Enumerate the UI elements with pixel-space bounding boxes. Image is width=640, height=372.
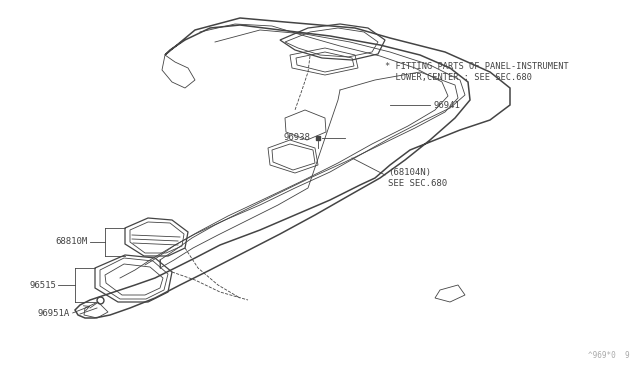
Text: 96515: 96515 <box>29 280 56 289</box>
Text: 68810M: 68810M <box>56 237 88 247</box>
Text: * FITTING PARTS OF PANEL-INSTRUMENT: * FITTING PARTS OF PANEL-INSTRUMENT <box>385 62 569 71</box>
Text: SEE SEC.680: SEE SEC.680 <box>388 179 447 187</box>
Text: ^969*0  9: ^969*0 9 <box>588 351 630 360</box>
Text: LOWER,CENTER : SEE SEC.680: LOWER,CENTER : SEE SEC.680 <box>385 73 532 82</box>
Text: 96951A: 96951A <box>38 310 70 318</box>
Text: 96941: 96941 <box>433 100 460 109</box>
Text: (68104N): (68104N) <box>388 167 431 176</box>
Text: 96938: 96938 <box>283 134 310 142</box>
